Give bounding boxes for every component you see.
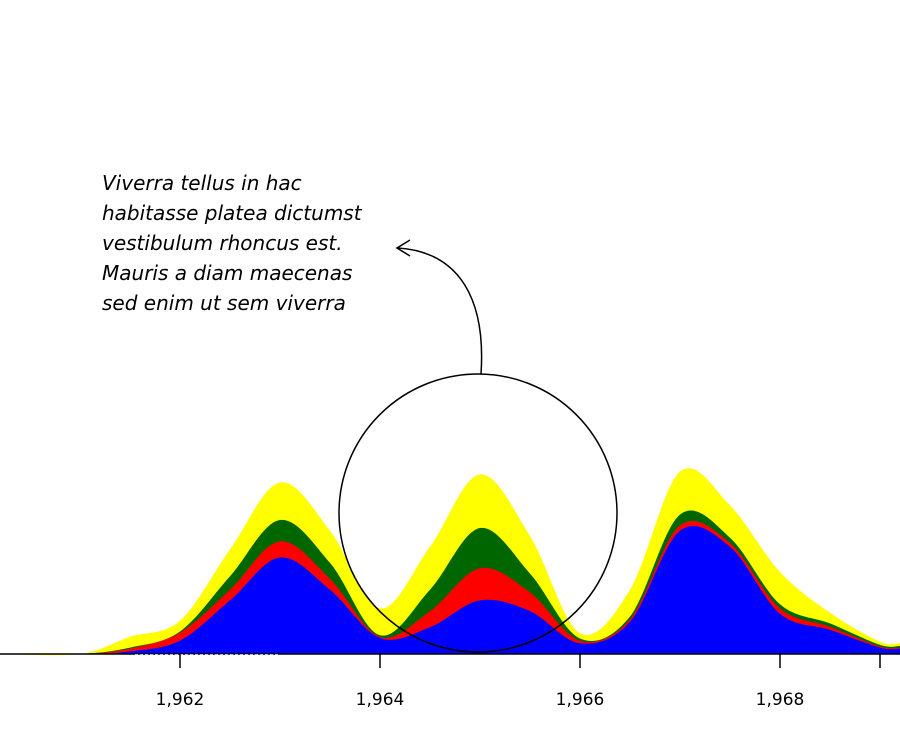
x-tick-label: 1,962 [156,690,205,710]
annotation-arrow-line [397,247,483,375]
annotation-callout [338,239,618,653]
area-series-1 [0,525,900,655]
highlight-circle [338,373,618,653]
annotation-text: Viverra tellus in hac habitasse platea d… [102,171,362,315]
annotation-arrowhead [395,239,411,257]
area-series-group [0,468,900,656]
x-tick-label: 1,968 [756,690,805,710]
x-axis-ticks: 1,962 1,964 1,966 1,968 [156,654,881,710]
x-tick-label: 1,964 [356,690,405,710]
x-tick-label: 1,966 [556,690,605,710]
